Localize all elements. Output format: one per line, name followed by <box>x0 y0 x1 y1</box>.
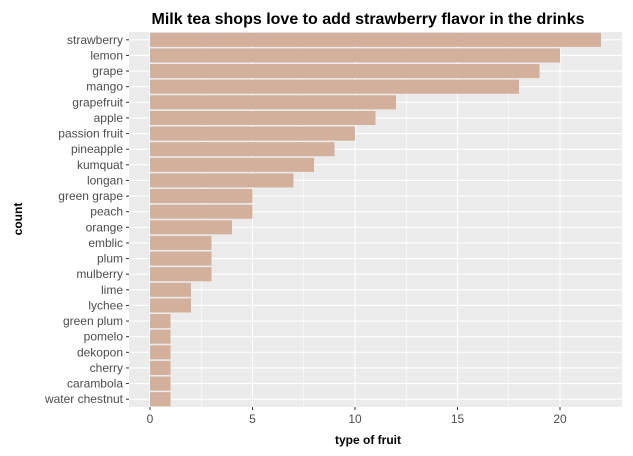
y-tick-label: cherry <box>90 361 123 375</box>
bar-lemon <box>150 48 560 63</box>
bar-green-grape <box>150 189 253 204</box>
bar-mango <box>150 79 519 94</box>
x-tick-label: 0 <box>147 412 154 426</box>
x-tick-label: 20 <box>553 412 567 426</box>
y-tick-label: apple <box>94 111 124 125</box>
y-tick-label: water chestnut <box>44 392 124 406</box>
y-tick-label: grapefruit <box>72 95 123 109</box>
x-tick-label: 15 <box>451 412 465 426</box>
bar-strawberry <box>150 32 601 47</box>
y-tick-label: emblic <box>88 236 123 250</box>
y-tick-label: lemon <box>90 48 123 62</box>
y-tick-label: carambola <box>67 377 123 391</box>
bar-passion-fruit <box>150 126 355 141</box>
x-axis: 0 5 10 15 20 <box>147 407 567 426</box>
y-tick-label: mulberry <box>76 267 123 281</box>
x-axis-title: type of fruit <box>335 433 401 447</box>
bar-mulberry <box>150 267 212 282</box>
y-tick-label: kumquat <box>77 158 124 172</box>
bar-longan <box>150 173 294 188</box>
y-tick-label: orange <box>86 220 124 234</box>
bar-lime <box>150 282 191 297</box>
bar-pineapple <box>150 142 335 157</box>
bar-dekopon <box>150 345 171 360</box>
y-tick-label: dekopon <box>77 345 123 359</box>
y-tick-label: grape <box>92 64 123 78</box>
y-tick-label: strawberry <box>67 33 123 47</box>
bar-emblic <box>150 235 212 250</box>
y-tick-label: peach <box>90 205 123 219</box>
x-tick-label: 10 <box>348 412 362 426</box>
y-axis-title: count <box>11 203 25 236</box>
bar-pomelo <box>150 329 171 344</box>
bar-kumquat <box>150 157 314 172</box>
y-tick-label: pomelo <box>84 330 124 344</box>
bar-grapefruit <box>150 95 396 110</box>
y-tick-label: green plum <box>63 314 123 328</box>
chart-title: Milk tea shops love to add strawberry fl… <box>152 11 585 28</box>
plot-panel <box>129 32 622 407</box>
bar-grape <box>150 64 540 79</box>
bar-water-chestnut <box>150 392 171 407</box>
x-tick-label: 5 <box>249 412 256 426</box>
bar-cherry <box>150 360 171 375</box>
bar-peach <box>150 204 253 219</box>
bar-green-plum <box>150 314 171 329</box>
y-tick-label: longan <box>87 173 123 187</box>
y-tick-label: lychee <box>88 298 123 312</box>
bar-orange <box>150 220 232 235</box>
y-tick-label: pineapple <box>71 142 123 156</box>
bars <box>150 32 601 407</box>
bar-lychee <box>150 298 191 313</box>
y-tick-label: lime <box>101 283 123 297</box>
bar-apple <box>150 110 376 125</box>
y-tick-label: mango <box>86 80 123 94</box>
y-tick-label: plum <box>97 252 123 266</box>
bar-plum <box>150 251 212 266</box>
bar-carambola <box>150 376 171 391</box>
y-tick-label: green grape <box>58 189 123 203</box>
y-tick-label: passion fruit <box>58 127 123 141</box>
